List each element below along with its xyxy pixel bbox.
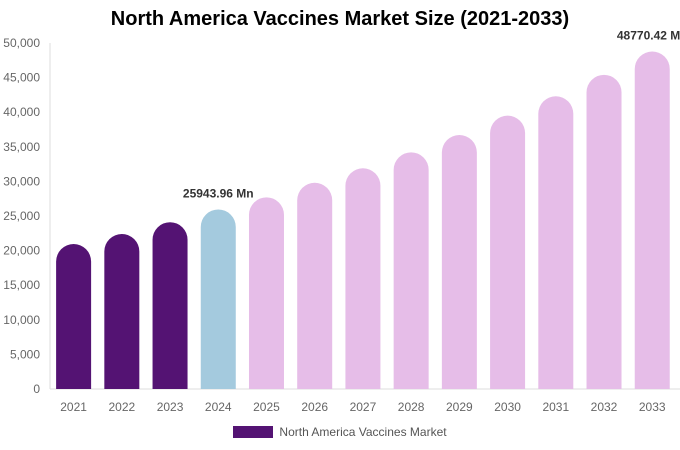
x-tick-label: 2023 [157, 400, 184, 414]
x-tick-label: 2033 [639, 400, 666, 414]
y-tick-label: 5,000 [10, 347, 40, 361]
bar-2027 [345, 168, 381, 389]
x-tick-label: 2031 [542, 400, 569, 414]
y-tick-label: 20,000 [3, 244, 40, 258]
bar-2032 [586, 74, 622, 389]
legend[interactable]: North America Vaccines Market [0, 425, 680, 439]
y-tick-label: 0 [33, 382, 40, 396]
legend-label: North America Vaccines Market [279, 425, 447, 439]
bar-2021 [56, 244, 92, 389]
x-tick-label: 2026 [301, 400, 328, 414]
bar-2026 [297, 182, 333, 389]
bar-2029 [441, 135, 477, 389]
bar-2031 [538, 96, 574, 389]
y-tick-label: 35,000 [3, 140, 40, 154]
bar-2030 [490, 115, 526, 389]
y-tick-label: 40,000 [3, 105, 40, 119]
x-tick-label: 2025 [253, 400, 280, 414]
x-tick-label: 2029 [446, 400, 473, 414]
bar-2025 [248, 197, 284, 389]
y-tick-label: 50,000 [3, 36, 40, 50]
y-tick-label: 30,000 [3, 174, 40, 188]
bar-2023 [152, 222, 188, 389]
y-tick-label: 45,000 [3, 71, 40, 85]
x-tick-label: 2021 [60, 400, 87, 414]
x-tick-label: 2027 [350, 400, 377, 414]
chart-title: North America Vaccines Market Size (2021… [110, 8, 570, 30]
legend-swatch [233, 426, 274, 438]
y-tick-label: 25,000 [3, 209, 40, 223]
data-label: 25943.96 Mn [183, 186, 254, 200]
x-tick-label: 2028 [398, 400, 425, 414]
bar-2022 [104, 234, 140, 389]
bar-2024 [200, 209, 236, 389]
bar-2033 [634, 51, 670, 389]
x-tick-label: 2032 [591, 400, 618, 414]
x-tick-label: 2024 [205, 400, 232, 414]
data-label: 48770.42 Mn [617, 29, 680, 43]
bar-2028 [393, 152, 429, 389]
x-tick-label: 2022 [108, 400, 135, 414]
y-tick-label: 10,000 [3, 313, 40, 327]
x-tick-label: 2030 [494, 400, 521, 414]
y-tick-label: 15,000 [3, 278, 40, 292]
